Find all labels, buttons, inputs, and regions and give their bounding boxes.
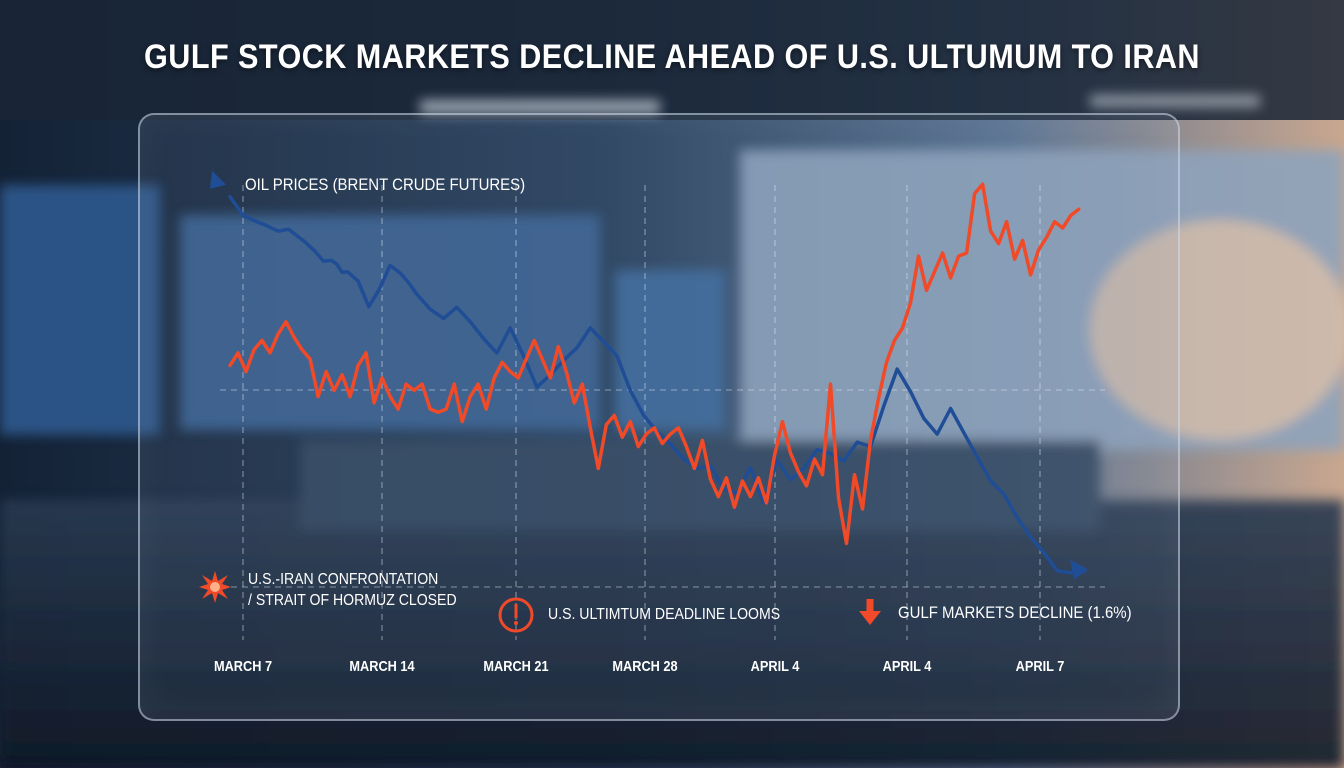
series-layer xyxy=(228,182,1086,575)
x-tick-label: APRIL 4 xyxy=(750,658,800,675)
x-tick-label: MARCH 21 xyxy=(483,658,549,675)
x-tick-label: MARCH 7 xyxy=(213,658,273,675)
burst-icon xyxy=(199,571,231,603)
grid-lines xyxy=(220,185,1105,640)
chart-panel xyxy=(138,113,1180,721)
annotation-confrontation-line2: / STRAIT OF HORMUZ CLOSED xyxy=(248,592,457,609)
annotation-deadline: U.S. ULTIMTUM DEADLINE LOOMS xyxy=(548,606,781,623)
markers xyxy=(210,170,1088,580)
annotation-confrontation-line1: U.S.-IRAN CONFRONTATION xyxy=(248,571,439,588)
series-line-blue xyxy=(228,194,1086,575)
annotation-gulf-decline: GULF MARKETS DECLINE (1.6%) xyxy=(898,603,1132,622)
chart-title: GULF STOCK MARKETS DECLINE AHEAD OF U.S.… xyxy=(144,38,1200,76)
x-tick-label: APRIL 7 xyxy=(1015,658,1065,675)
series-end-arrow xyxy=(1070,559,1088,580)
series-line-orange xyxy=(228,182,1081,546)
x-tick-label: MARCH 28 xyxy=(612,658,678,675)
series-start-arrow xyxy=(210,170,226,189)
legend-label: OIL PRICES (BRENT CRUDE FUTURES) xyxy=(245,175,526,194)
exclamation-icon xyxy=(498,597,534,633)
x-tick-label: MARCH 14 xyxy=(349,658,415,675)
down-arrow-icon xyxy=(859,599,881,625)
x-tick-label: APRIL 4 xyxy=(882,658,932,675)
